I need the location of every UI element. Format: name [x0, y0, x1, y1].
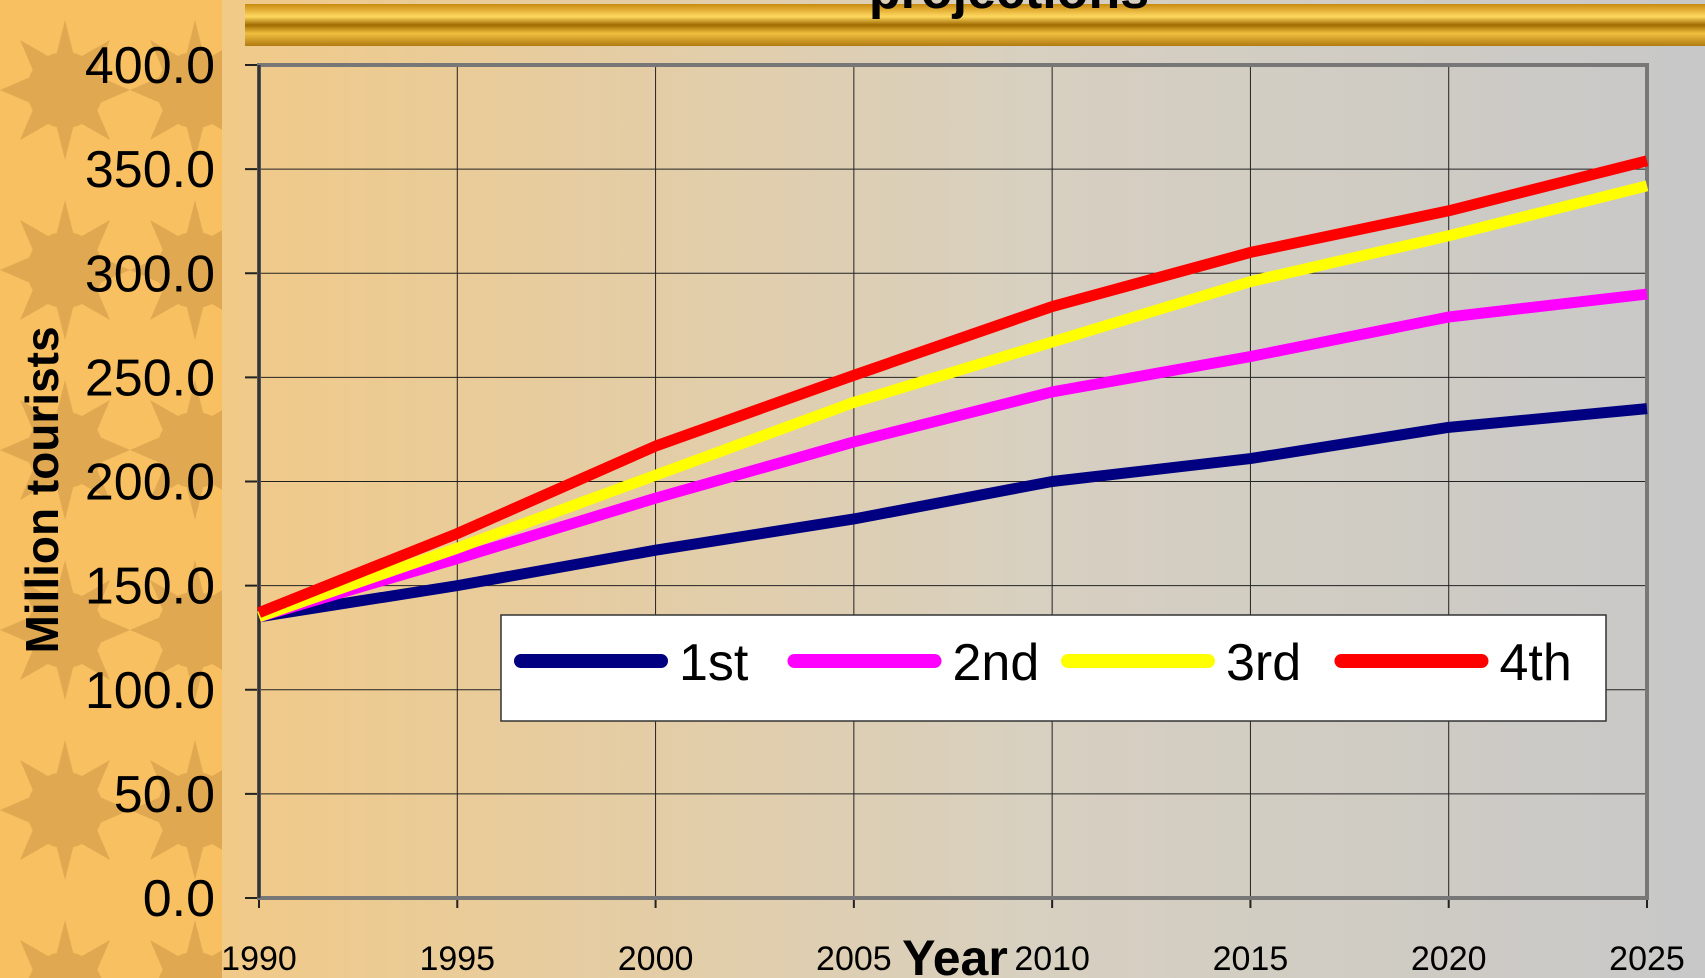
side-pattern [0, 0, 222, 978]
x-tick-label: 2000 [618, 940, 694, 978]
y-tick-label: 50.0 [114, 766, 215, 824]
y-tick-label: 150.0 [85, 558, 215, 616]
x-tick-label: 2010 [1014, 940, 1090, 978]
series-line [257, 288, 1648, 623]
y-tick-label: 200.0 [85, 454, 215, 512]
legend-box [500, 614, 1607, 722]
y-axis-label: Million tourists [16, 326, 68, 653]
x-tick-label: 2005 [816, 940, 892, 978]
y-tick-label: 350.0 [85, 141, 215, 199]
series-line [258, 403, 1648, 623]
x-tick-label: 2025 [1609, 940, 1685, 978]
title-bar [245, 4, 1705, 46]
chart-title: projections [869, 0, 1149, 20]
x-tick-label: 1990 [221, 940, 297, 978]
y-tick-label: 250.0 [85, 349, 215, 407]
y-tick-label: 300.0 [85, 245, 215, 303]
legend-label: 4th [1499, 634, 1571, 692]
legend: 1st 2nd 3rd 4th [500, 614, 1607, 722]
x-axis-label: Year [902, 930, 1008, 978]
legend-label: 3rd [1226, 634, 1301, 692]
legend-label: 1st [679, 634, 749, 692]
series-line [257, 180, 1649, 623]
x-tick-label: 2020 [1411, 940, 1487, 978]
y-tick-label: 100.0 [85, 662, 215, 720]
y-tick-label: 0.0 [143, 870, 215, 928]
y-tick-label: 400.0 [85, 37, 215, 95]
legend-label: 2nd [952, 634, 1039, 692]
x-tick-label: 2015 [1213, 940, 1289, 978]
x-tick-label: 1995 [419, 940, 495, 978]
series-line [256, 155, 1649, 618]
